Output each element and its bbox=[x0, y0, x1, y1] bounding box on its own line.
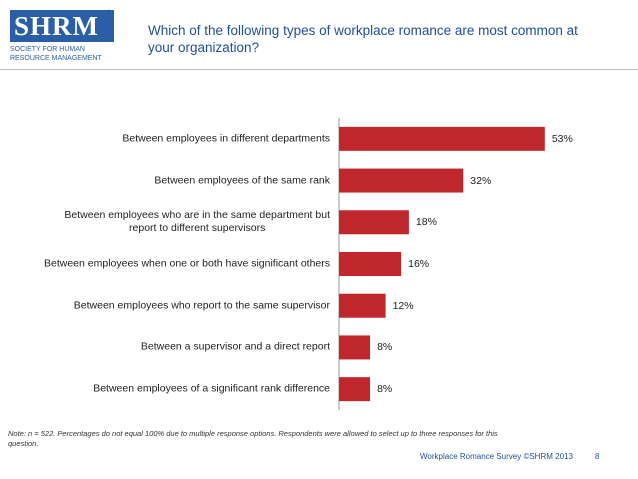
bar bbox=[339, 335, 371, 360]
bar bbox=[339, 126, 545, 151]
value-label: 16% bbox=[408, 258, 430, 270]
logo-box bbox=[10, 10, 114, 42]
logo-tagline: RESOURCE MANAGEMENT bbox=[10, 55, 102, 62]
bar bbox=[339, 168, 464, 193]
category-label: Between employees when one or both have … bbox=[43, 257, 330, 270]
bar bbox=[339, 210, 409, 235]
value-label: 32% bbox=[470, 174, 492, 187]
category-label: Between employees in different departmen… bbox=[122, 132, 330, 145]
logo-mark: ® bbox=[106, 10, 112, 17]
category-label: Between employees of the same rank bbox=[154, 174, 330, 187]
page-number: 8 bbox=[595, 452, 600, 461]
category-label: Between employees of a significant rank … bbox=[93, 382, 330, 395]
logo-tagline: SOCIETY FOR HUMAN bbox=[10, 46, 85, 53]
value-label: 53% bbox=[551, 132, 573, 145]
value-label: 12% bbox=[392, 299, 414, 312]
divider bbox=[0, 69, 638, 70]
bar bbox=[339, 252, 402, 276]
category-label: Between employees who are in the same de… bbox=[64, 209, 330, 235]
value-label: 8% bbox=[377, 341, 393, 354]
category-label: Between employees who report to the same… bbox=[73, 299, 330, 312]
logo: SHRM ® SOCIETY FOR HUMAN RESOURCE MANAGE… bbox=[10, 10, 114, 68]
category-label: Between a supervisor and a direct report bbox=[140, 340, 330, 353]
logo-name: SHRM bbox=[14, 11, 99, 41]
chart-title: Which of the following types of workplac… bbox=[148, 23, 578, 55]
bar bbox=[339, 377, 371, 402]
bar bbox=[339, 293, 386, 318]
value-label: 8% bbox=[377, 383, 393, 396]
value-label: 18% bbox=[415, 216, 437, 229]
note: Note: n = 522. Percentages do not equal … bbox=[8, 429, 498, 448]
footer-source: Workplace Romance Survey ©SHRM 2013 bbox=[420, 452, 573, 461]
